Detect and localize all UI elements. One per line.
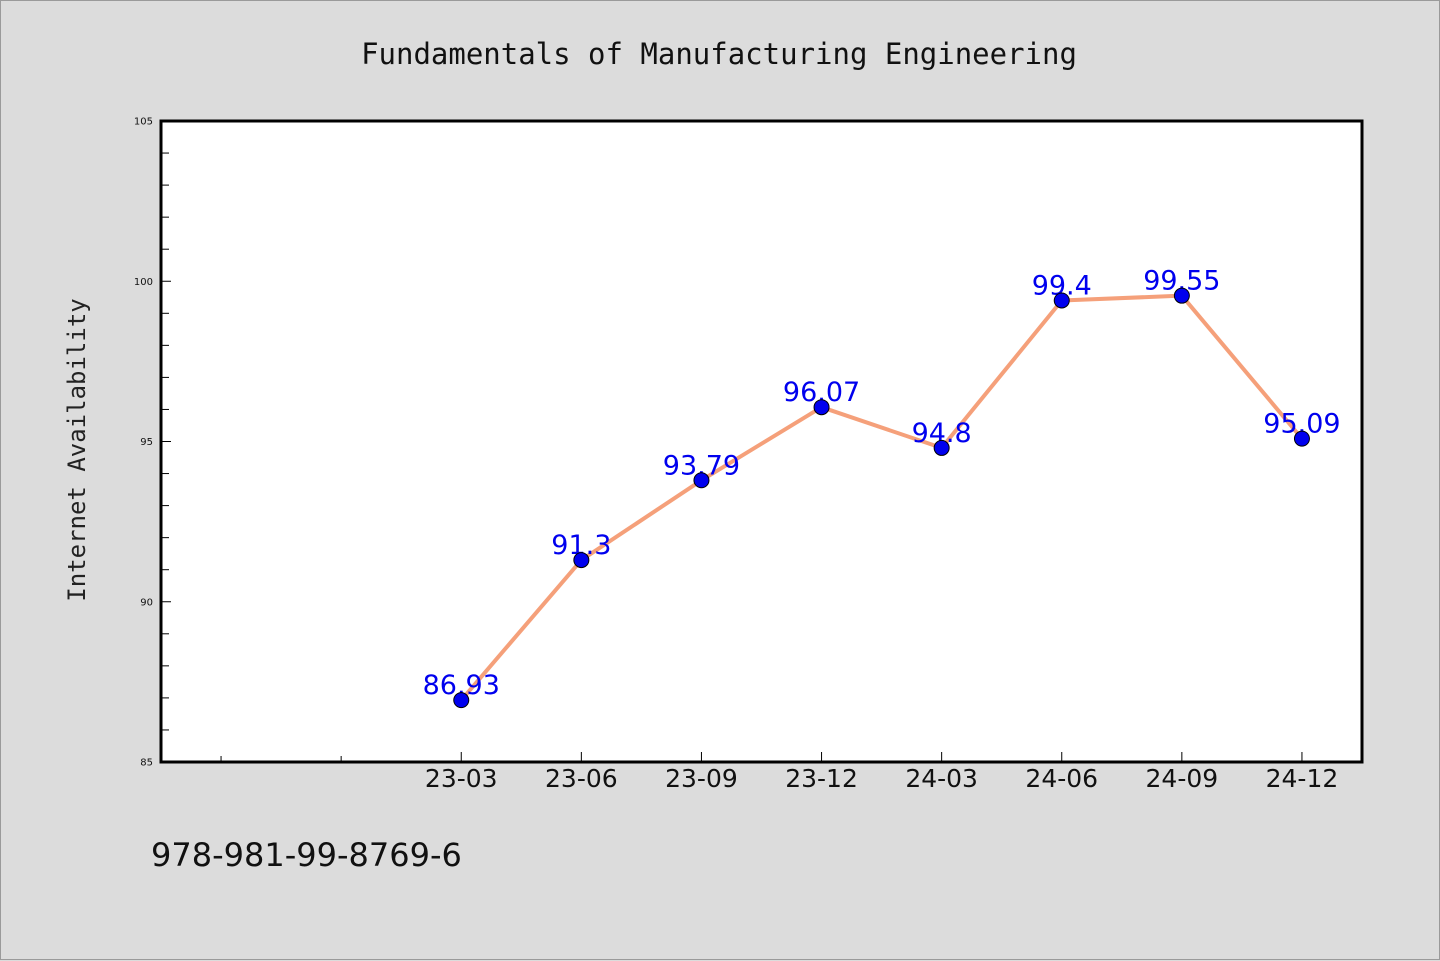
x-tick-label: 24-03 xyxy=(905,764,978,793)
data-point-marker xyxy=(693,472,710,489)
x-tick-label: 24-12 xyxy=(1266,764,1339,793)
series-line xyxy=(459,293,1304,703)
x-tick-label: 24-09 xyxy=(1146,764,1219,793)
data-point-marker xyxy=(573,552,590,569)
data-point-marker xyxy=(1173,287,1190,304)
data-point-marker xyxy=(813,399,830,416)
chart-title: Fundamentals of Manufacturing Engineerin… xyxy=(361,37,1077,71)
axes: 85 90 95 100 105 23-03 23-06 23-09 23-12 24-03 24-… xyxy=(134,117,1338,794)
x-tick-label: 24-06 xyxy=(1025,764,1098,793)
data-point-marker xyxy=(933,439,950,456)
isbn-footer: 978-981-99-8769-6 xyxy=(151,836,462,874)
data-point-marker xyxy=(1293,430,1310,447)
x-tick-label: 23-12 xyxy=(785,764,858,793)
x-tick-label: 23-06 xyxy=(545,764,618,793)
y-axis-label: Internet Availability xyxy=(63,298,91,601)
data-point-marker xyxy=(453,692,470,709)
y-tick-label: 105 xyxy=(134,117,153,128)
data-point-marker xyxy=(1053,292,1070,309)
y-tick-label: 85 xyxy=(140,758,153,769)
y-tick-label: 95 xyxy=(140,437,153,448)
y-tick-label: 90 xyxy=(140,597,153,608)
x-tick-label: 23-09 xyxy=(665,764,738,793)
x-tick-label: 23-03 xyxy=(425,764,498,793)
y-tick-label: 100 xyxy=(134,277,153,288)
